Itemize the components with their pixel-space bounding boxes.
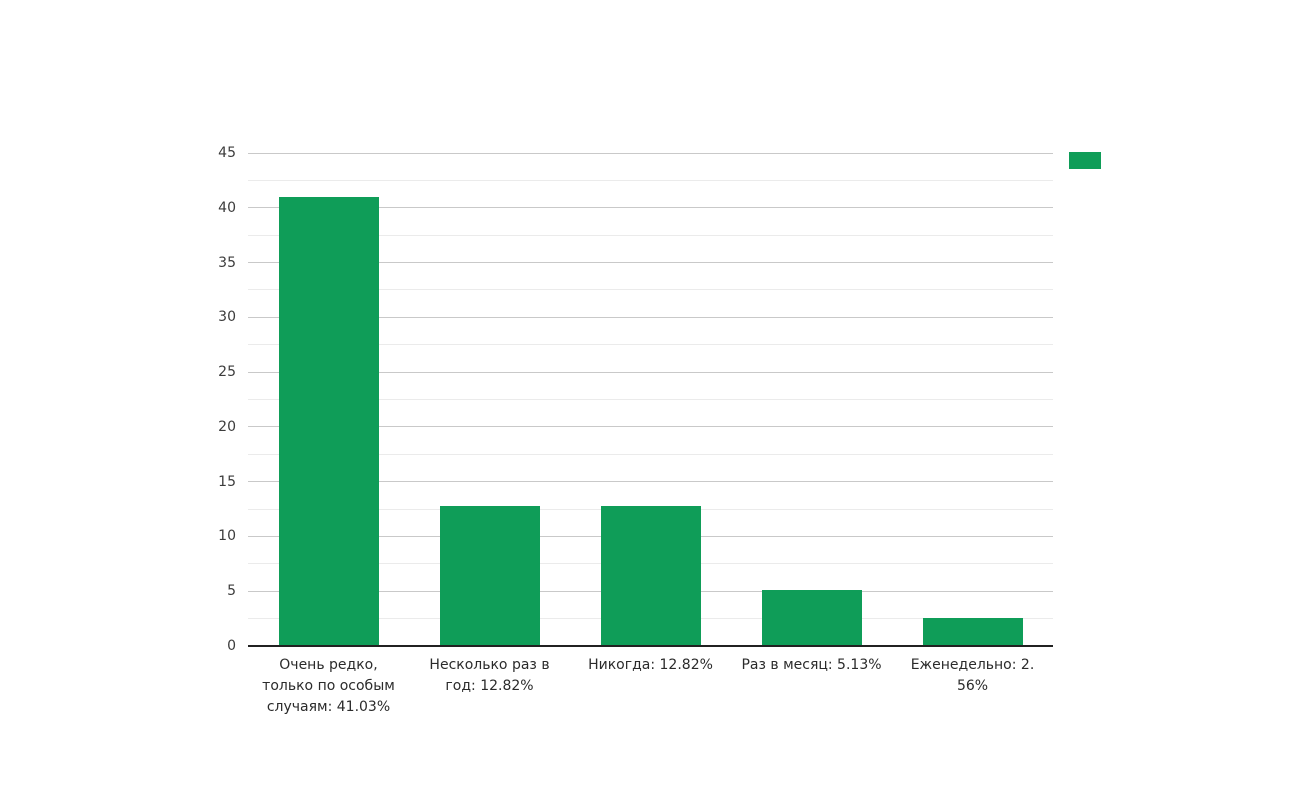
y-tick-label: 0 — [227, 638, 236, 654]
x-tick-label-line: только по особым — [262, 678, 395, 694]
x-tick-label-line: Очень редко, — [279, 657, 378, 673]
x-tick-label: Еженедельно: 2. 56% — [873, 655, 1073, 697]
y-tick-label: 25 — [218, 364, 236, 381]
minor-gridline — [248, 453, 1053, 455]
minor-gridline — [248, 344, 1053, 346]
y-tick-label: 20 — [218, 418, 236, 435]
x-tick-label-line: год: 12.82% — [445, 678, 534, 694]
major-gridline — [248, 481, 1053, 483]
bar[interactable] — [761, 589, 862, 646]
x-tick-label-line: Раз в месяц: 5.13% — [741, 657, 882, 673]
y-tick-label: 5 — [227, 583, 236, 600]
x-tick-label: Несколько раз в год: 12.82% — [390, 655, 590, 697]
minor-gridline — [248, 399, 1053, 400]
y-tick-label: 35 — [218, 254, 236, 271]
x-tick-label-line: Никогда: 12.82% — [588, 657, 713, 673]
major-gridline — [248, 152, 1053, 154]
x-tick-label: Очень редко, только по особым случаям: 41.… — [229, 655, 429, 718]
y-tick-label: 45 — [218, 145, 236, 161]
y-tick-label: 10 — [218, 528, 236, 545]
y-tick-label: 15 — [218, 473, 236, 490]
plot-area — [248, 152, 1053, 647]
bar[interactable] — [439, 505, 540, 646]
y-tick-label: 40 — [218, 199, 236, 216]
major-gridline — [248, 316, 1053, 318]
minor-gridline — [248, 234, 1053, 236]
bar[interactable] — [922, 617, 1023, 646]
major-gridline — [248, 371, 1053, 373]
minor-gridline — [248, 179, 1053, 181]
x-tick-label-line: случаям: 41.03% — [266, 699, 391, 715]
y-tick-label: 30 — [218, 309, 236, 326]
legend-swatch[interactable] — [1069, 152, 1101, 169]
major-gridline — [248, 207, 1053, 209]
x-tick-label: Никогда: 12.82% — [551, 655, 751, 676]
bar[interactable] — [278, 196, 379, 646]
minor-gridline — [248, 289, 1053, 291]
x-axis-line — [248, 645, 1053, 647]
major-gridline — [248, 426, 1053, 428]
x-tick-label-line: Несколько раз в — [429, 657, 550, 673]
major-gridline — [248, 262, 1053, 264]
x-tick-label-line: 56% — [956, 678, 989, 694]
bar[interactable] — [600, 505, 701, 646]
x-tick-label-line: Еженедельно: 2. — [910, 657, 1035, 673]
x-tick-label: Раз в месяц: 5.13% — [712, 655, 912, 676]
